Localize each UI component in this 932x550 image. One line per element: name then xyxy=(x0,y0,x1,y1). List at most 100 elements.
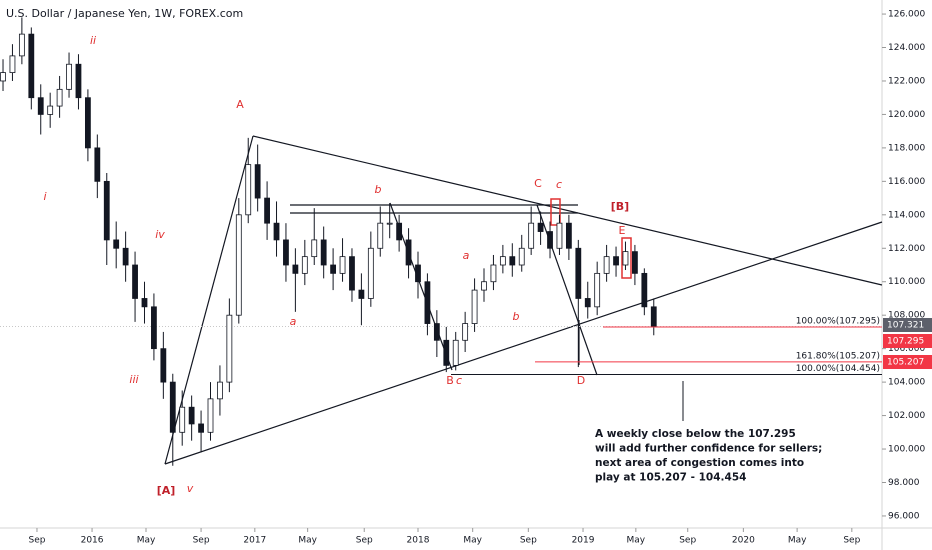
wave-label: i xyxy=(43,190,46,203)
candle-body xyxy=(452,339,459,366)
x-tick-label: Sep xyxy=(520,536,537,546)
note-line: will add further confidence for sellers; xyxy=(595,443,822,455)
candle-body xyxy=(641,272,648,308)
y-tick-label: 98.000 xyxy=(888,478,920,488)
x-tick-label: 2017 xyxy=(243,536,266,546)
x-tick-label: Sep xyxy=(193,536,210,546)
candle-body xyxy=(518,247,525,266)
candle-body xyxy=(141,298,148,308)
price-badge-label: 105.207 xyxy=(887,358,924,368)
candle-body xyxy=(18,33,25,57)
x-tick-label: May xyxy=(627,536,646,546)
candle-body xyxy=(613,256,619,266)
candle-body xyxy=(198,423,204,433)
candle-body xyxy=(537,222,544,232)
candle-body xyxy=(509,256,516,266)
candle-body xyxy=(471,289,478,324)
y-tick-label: 120.000 xyxy=(888,110,925,120)
wave-label: B xyxy=(446,374,454,387)
candle-body xyxy=(264,197,270,224)
candle-body xyxy=(386,222,393,225)
fib-level-label: 100.00%(104.454) xyxy=(796,364,880,374)
candle-body xyxy=(377,222,384,249)
highlight-box xyxy=(621,237,632,279)
candle-body xyxy=(339,256,346,274)
note-line: next area of congestion comes into xyxy=(595,457,804,469)
candle-body xyxy=(245,164,252,216)
candle-body xyxy=(584,298,591,308)
candle-body xyxy=(594,272,601,308)
wave-label: [B] xyxy=(611,200,629,213)
candle-body xyxy=(301,256,308,274)
x-tick-label: Sep xyxy=(679,536,696,546)
x-tick-label: Sep xyxy=(28,536,45,546)
candle-body xyxy=(632,251,638,274)
wave-label: a xyxy=(290,315,297,328)
candle-body xyxy=(396,222,403,241)
x-tick-label: May xyxy=(137,536,156,546)
candle-body xyxy=(226,314,233,383)
candle-body xyxy=(433,323,440,341)
y-tick-label: 102.000 xyxy=(888,411,925,421)
candle-body xyxy=(188,406,195,425)
x-tick-label: 2019 xyxy=(572,536,595,546)
candle-body xyxy=(0,72,6,82)
candle-body xyxy=(603,256,610,274)
x-tick-label: May xyxy=(298,536,317,546)
candle-body xyxy=(47,105,54,115)
fib-level-label: 161.80%(105.207) xyxy=(796,351,880,361)
y-tick-label: 122.000 xyxy=(888,76,925,86)
candle-body xyxy=(66,63,72,90)
wave-label: C xyxy=(534,177,542,190)
y-tick-label: 118.000 xyxy=(888,143,925,153)
x-tick-label: Sep xyxy=(843,536,860,546)
y-tick-label: 124.000 xyxy=(888,43,925,53)
candle-body xyxy=(273,222,280,241)
y-tick-label: 126.000 xyxy=(888,10,925,20)
candle-body xyxy=(169,381,176,433)
y-tick-label: 112.000 xyxy=(888,244,925,254)
y-tick-label: 116.000 xyxy=(888,177,925,187)
candle-body xyxy=(528,222,535,249)
wave-label: c xyxy=(456,374,462,387)
fib-level-label: 100.00%(107.295) xyxy=(796,316,880,326)
wave-label: D xyxy=(577,374,585,387)
x-tick-label: 2018 xyxy=(407,536,430,546)
y-tick-label: 114.000 xyxy=(888,210,925,220)
candle-body xyxy=(254,164,261,199)
candle-body xyxy=(481,281,487,291)
candle-body xyxy=(235,214,242,316)
candle-body xyxy=(28,33,35,99)
candle-body xyxy=(113,239,120,249)
candle-body xyxy=(556,222,563,249)
wave-label: a xyxy=(463,249,470,262)
wave-label: E xyxy=(619,224,626,237)
candle-body xyxy=(103,180,110,241)
highlight-box xyxy=(550,198,561,226)
price-badge-label: 107.321 xyxy=(887,321,924,331)
y-tick-label: 110.000 xyxy=(888,277,925,287)
x-tick-label: 2016 xyxy=(81,536,104,546)
price-badge xyxy=(883,334,932,348)
candle-body xyxy=(217,381,223,400)
candle-body xyxy=(547,231,553,249)
candle-body xyxy=(37,97,44,115)
candle-body xyxy=(311,239,318,258)
y-tick-label: 108.000 xyxy=(888,311,925,321)
candle-body xyxy=(462,323,469,341)
candle-body xyxy=(292,264,299,274)
trend-line xyxy=(252,135,883,286)
candle-body xyxy=(56,88,63,107)
y-tick-label: 104.000 xyxy=(888,378,925,388)
wave-label: iv xyxy=(155,228,165,241)
candle-body xyxy=(330,264,337,274)
wave-label: b xyxy=(513,310,520,323)
trend-line xyxy=(536,204,598,376)
wave-label: b xyxy=(375,183,382,196)
candle-body xyxy=(443,339,450,366)
wave-label: [A] xyxy=(157,484,176,497)
candle-body xyxy=(320,239,327,266)
candle-body xyxy=(84,97,91,149)
candle-body xyxy=(650,306,657,328)
